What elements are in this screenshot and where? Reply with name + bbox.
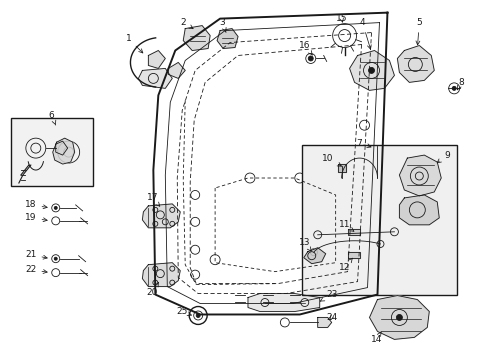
Polygon shape: [247, 293, 319, 311]
Polygon shape: [56, 141, 67, 155]
Polygon shape: [183, 26, 210, 50]
Polygon shape: [347, 229, 359, 235]
Polygon shape: [53, 138, 75, 164]
Polygon shape: [138, 68, 172, 88]
Bar: [11, 118, 92, 186]
Polygon shape: [168, 62, 185, 78]
Circle shape: [196, 314, 200, 318]
Polygon shape: [148, 50, 165, 68]
Circle shape: [307, 56, 313, 61]
Circle shape: [451, 86, 455, 90]
Text: 9: 9: [436, 150, 449, 163]
Text: 18: 18: [25, 201, 47, 210]
Text: 14: 14: [370, 332, 382, 344]
Text: 4: 4: [359, 18, 370, 49]
Text: 1: 1: [125, 34, 142, 53]
Text: 7: 7: [356, 139, 370, 148]
Polygon shape: [349, 50, 394, 90]
Circle shape: [396, 315, 402, 320]
Circle shape: [368, 67, 374, 73]
Text: 10: 10: [321, 154, 341, 166]
Text: 12: 12: [338, 258, 352, 272]
Text: 22: 22: [25, 265, 47, 274]
Text: 3: 3: [219, 18, 225, 32]
Text: 25: 25: [176, 307, 191, 316]
Polygon shape: [142, 204, 180, 228]
Text: 15: 15: [335, 14, 346, 23]
Text: 8: 8: [456, 78, 463, 90]
Text: 20: 20: [146, 283, 158, 297]
Polygon shape: [303, 248, 325, 264]
Text: 5: 5: [415, 18, 421, 45]
Polygon shape: [217, 28, 238, 49]
Polygon shape: [399, 195, 438, 225]
Bar: [301, 145, 456, 294]
Polygon shape: [369, 296, 428, 339]
Polygon shape: [317, 318, 331, 328]
Text: 2: 2: [180, 18, 193, 29]
Text: 21: 21: [25, 250, 47, 259]
Text: 16: 16: [298, 41, 312, 55]
Text: 23: 23: [320, 290, 337, 301]
Text: 17: 17: [146, 193, 160, 206]
Circle shape: [54, 257, 57, 260]
Text: 19: 19: [25, 213, 47, 222]
Text: 11: 11: [338, 220, 353, 231]
Polygon shape: [399, 155, 440, 196]
Text: 24: 24: [325, 313, 337, 322]
Text: 13: 13: [298, 238, 310, 251]
Polygon shape: [397, 45, 433, 82]
Polygon shape: [347, 252, 359, 258]
Polygon shape: [337, 164, 345, 172]
Polygon shape: [142, 263, 180, 287]
Circle shape: [54, 206, 57, 210]
Text: 6: 6: [49, 111, 56, 125]
